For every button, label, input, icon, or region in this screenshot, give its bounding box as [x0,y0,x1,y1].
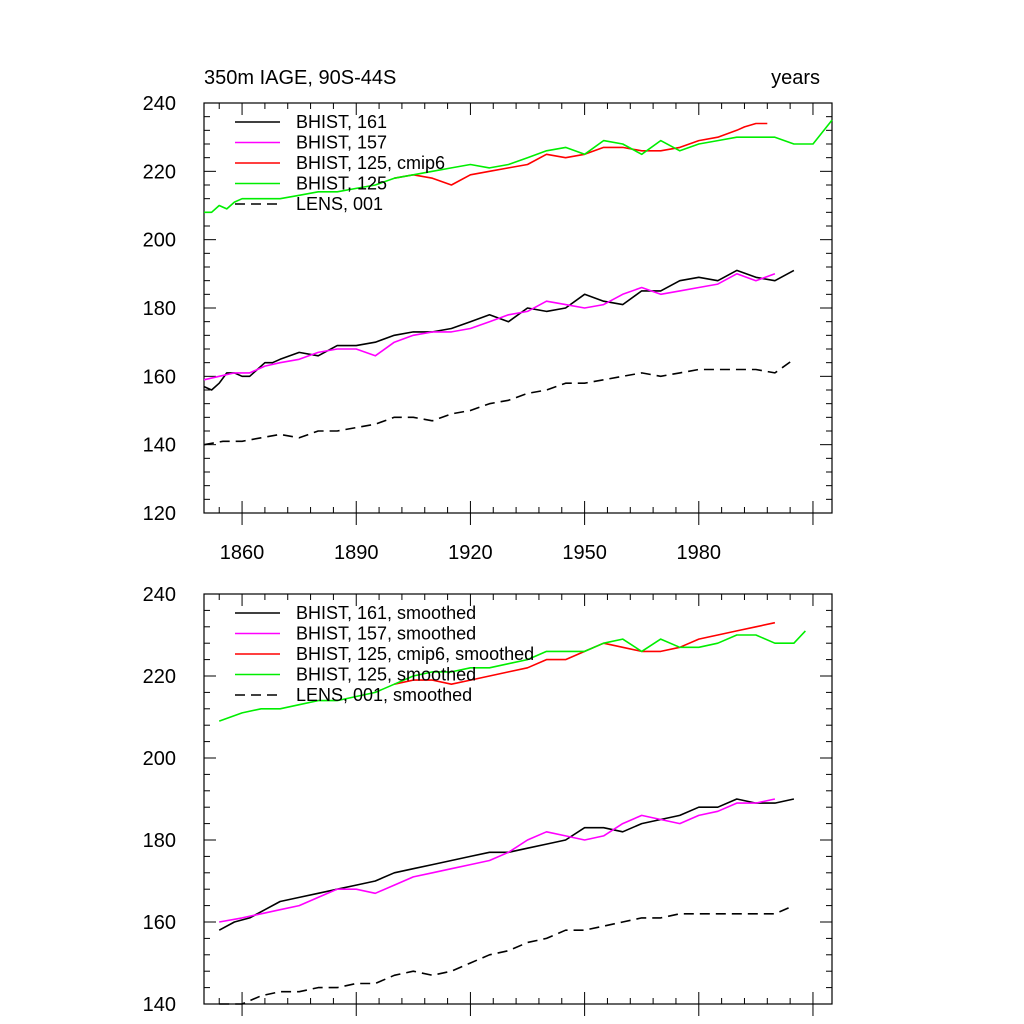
series-line [203,272,776,381]
series-line [203,269,795,391]
legend-label: LENS, 001, smoothed [296,685,472,705]
y-tick-label: 240 [143,584,176,606]
x-tick-label: 1950 [562,542,607,564]
x-tick-label: 1980 [677,542,722,564]
y-tick-label: 180 [143,830,176,852]
series-line [219,904,795,1005]
legend-label: BHIST, 125, smoothed [296,665,476,685]
legend-label: LENS, 001 [296,194,383,214]
x-tick-label: 1890 [334,542,379,564]
legend-label: BHIST, 161, smoothed [296,603,476,623]
y-tick-label: 240 [143,93,176,115]
legend-label: BHIST, 157 [296,133,387,153]
x-tick-label: 1860 [220,542,265,564]
y-tick-label: 180 [143,298,176,320]
y-tick-label: 220 [143,161,176,183]
legend-label: BHIST, 157, smoothed [296,624,476,644]
series-line [219,798,776,923]
series-line [218,630,806,722]
top-panel: 120 140 160 180 200 220 240 1860 1890 1920 1950 198… [143,93,833,564]
y-tick-label: 160 [143,912,176,934]
legend-label: BHIST, 125, cmip6, smoothed [296,644,534,664]
y-tick-label: 120 [143,503,176,525]
y-tick-label: 140 [143,994,176,1016]
y-tick-label: 200 [143,230,176,252]
legend-label: BHIST, 161 [296,112,387,132]
y-tick-label: 160 [143,366,176,388]
series-line [203,358,795,446]
legend-label: BHIST, 125 [296,174,387,194]
y-tick-label: 200 [143,748,176,770]
legend-label: BHIST, 125, cmip6 [296,153,445,173]
x-tick-label: 1920 [448,542,493,564]
series-line [218,798,795,931]
y-tick-label: 220 [143,666,176,688]
figure-title-left: 350m IAGE, 90S-44S [204,67,396,89]
plot-frame [203,593,833,1005]
series-line [204,119,833,214]
y-tick-label: 140 [143,435,176,457]
series-line [394,122,768,186]
figure-title-right: years [771,67,820,89]
